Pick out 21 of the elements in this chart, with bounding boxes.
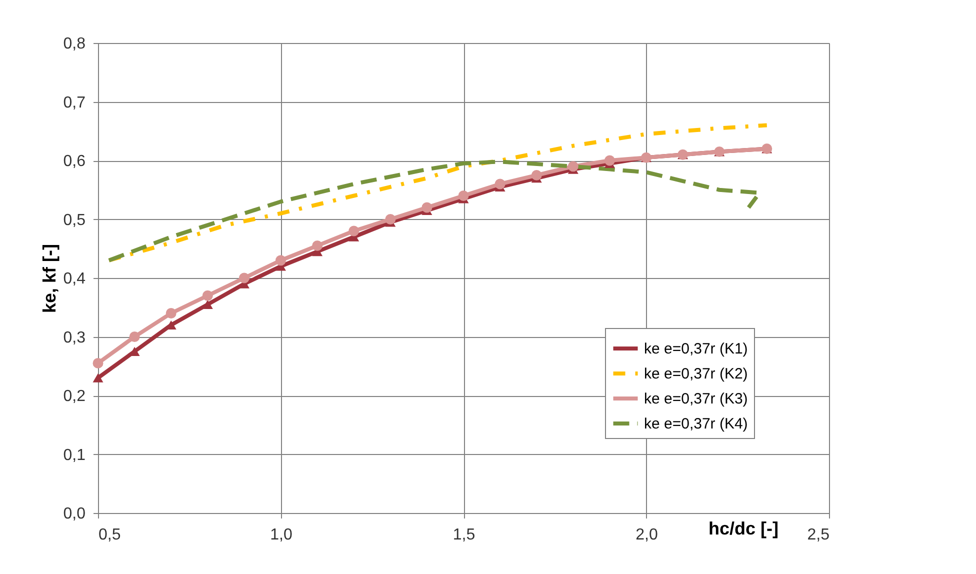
y-tick-label: 0,2 bbox=[63, 388, 86, 405]
y-tick-label: 0,0 bbox=[63, 506, 86, 522]
y-axis-title: ke, kf [-] bbox=[39, 244, 60, 314]
x-tick-label: 1,0 bbox=[270, 526, 292, 544]
legend-label: ke e=0,37r (K3) bbox=[644, 390, 748, 408]
y-tick-label: 0,1 bbox=[63, 446, 86, 464]
y-tick-label: 0,4 bbox=[63, 270, 86, 288]
y-tick-label: 0,6 bbox=[63, 153, 86, 170]
legend-label: ke e=0,37r (K1) bbox=[644, 340, 748, 358]
y-tick-label: 0,7 bbox=[63, 94, 86, 112]
x-axis-title: hc/dc [-] bbox=[708, 518, 778, 538]
y-tick-label: 0,5 bbox=[63, 212, 86, 229]
x-tick-label: 0,5 bbox=[98, 526, 121, 544]
y-tick-label: 0,8 bbox=[63, 36, 86, 52]
x-tick-label: 2,5 bbox=[807, 526, 830, 544]
x-tick-label: 1,5 bbox=[452, 526, 476, 544]
x-tick-label: 2,0 bbox=[636, 526, 658, 544]
y-tick-label: 0,3 bbox=[63, 329, 86, 346]
line-series bbox=[106, 123, 769, 262]
legend-label: ke e=0,37r (K4) bbox=[644, 416, 748, 432]
legend-label: ke e=0,37r (K2) bbox=[644, 366, 748, 382]
